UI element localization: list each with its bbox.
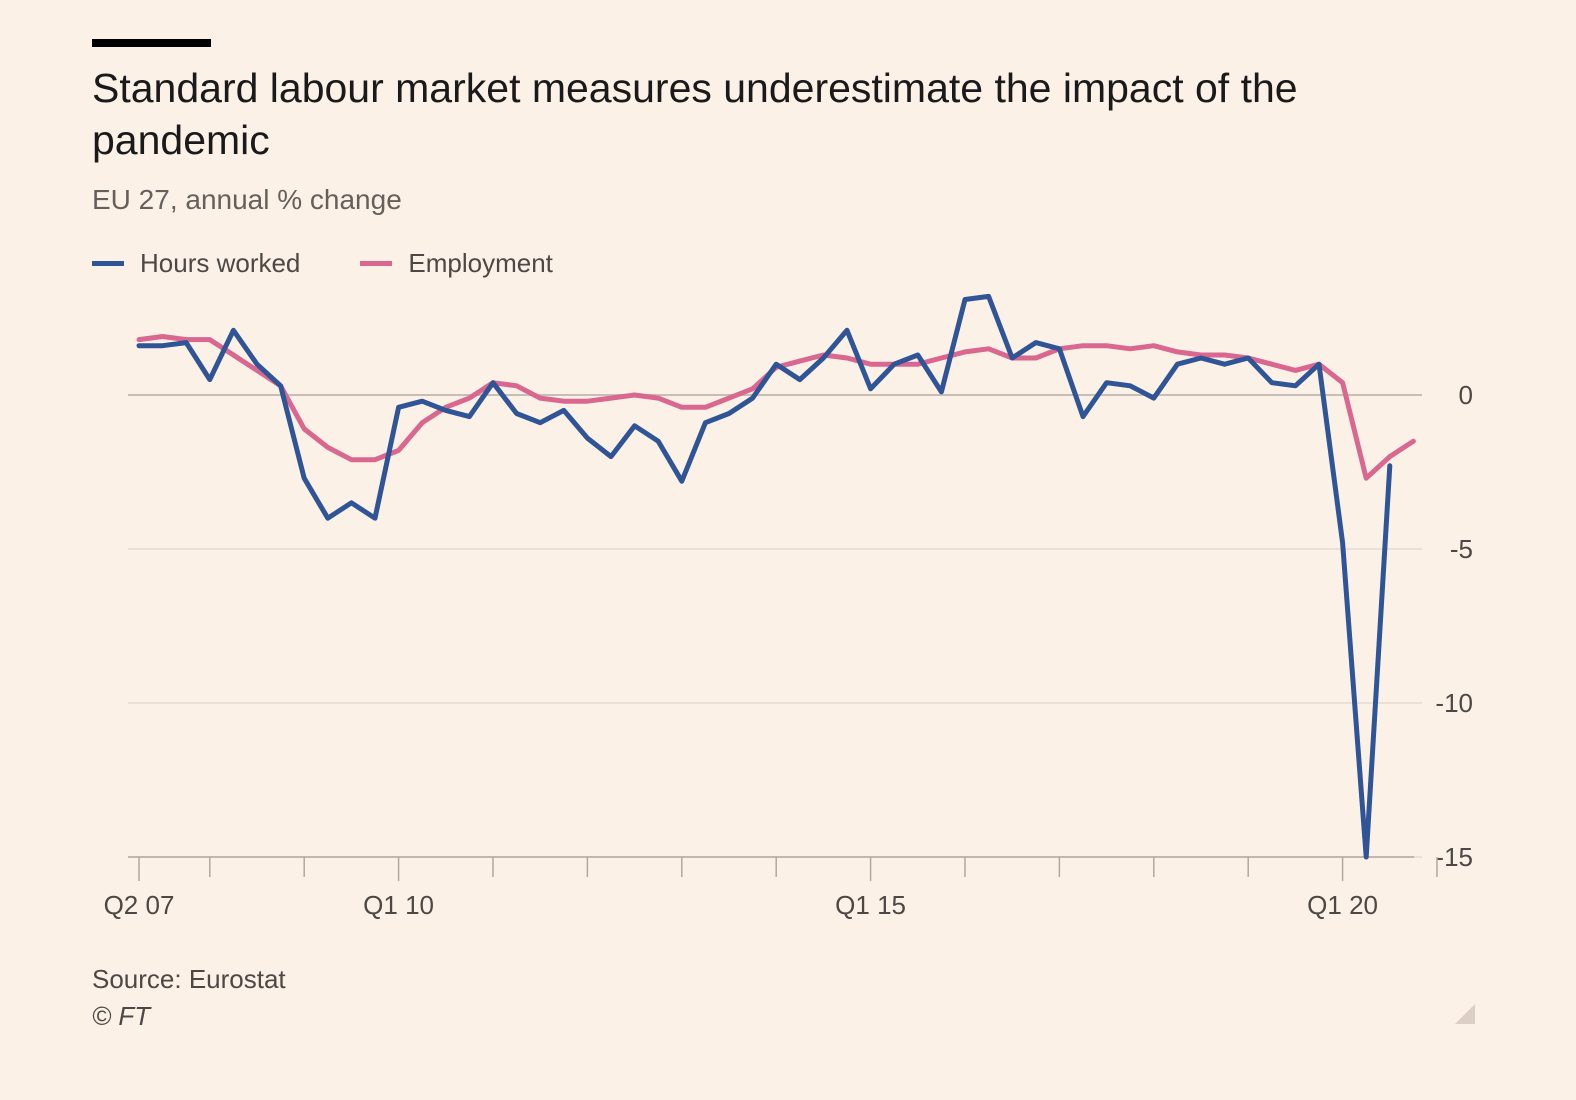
x-tick-label: Q1 20	[1307, 890, 1378, 920]
legend-item-hours: Hours worked	[92, 248, 300, 279]
resize-corner-icon	[1455, 1004, 1475, 1024]
legend-label-employment: Employment	[408, 248, 553, 278]
x-tick-label: Q1 10	[363, 890, 434, 920]
y-tick-label: -15	[1435, 842, 1473, 872]
legend-swatch-hours	[92, 261, 124, 266]
x-tick-label: Q2 07	[104, 890, 175, 920]
y-tick-label: 0	[1459, 380, 1473, 410]
x-tick-label: Q1 15	[835, 890, 906, 920]
chart-title: Standard labour market measures underest…	[92, 65, 1298, 163]
legend-label-hours: Hours worked	[140, 248, 301, 278]
chart-subtitle: EU 27, annual % change	[92, 184, 402, 215]
copyright-note: © FT	[92, 1001, 151, 1031]
title-accent-bar	[92, 39, 211, 47]
y-tick-label: -5	[1450, 534, 1473, 564]
legend: Hours worked Employment	[92, 248, 613, 279]
legend-swatch-employment	[360, 261, 393, 266]
series-line-employment	[136, 334, 1416, 481]
legend-item-employment: Employment	[360, 248, 553, 279]
source-note: Source: Eurostat	[92, 964, 286, 994]
y-tick-label: -10	[1435, 688, 1473, 718]
series-line-hours-worked	[136, 293, 1393, 860]
